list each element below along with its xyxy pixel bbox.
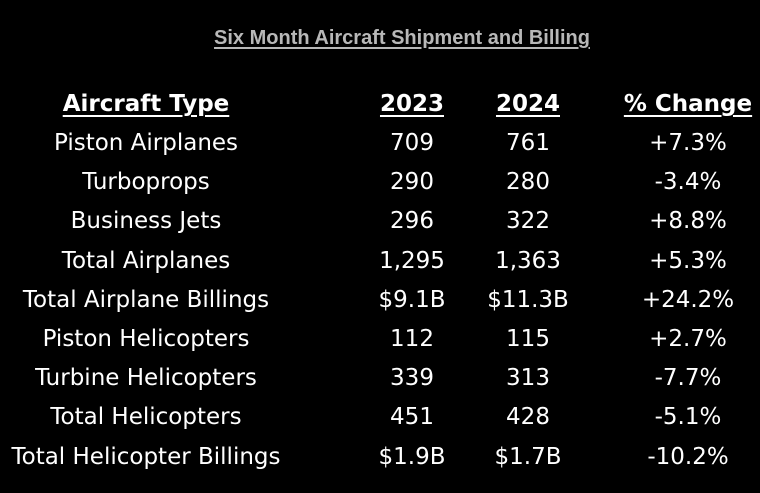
value-2023: 290 [390,169,434,196]
value-percent-change: +8.8% [649,208,727,235]
row-label: Total Helicopters [50,404,242,431]
value-2024: 1,363 [495,247,561,274]
value-2023: $9.1B [378,286,446,313]
value-2024: 313 [506,365,550,392]
value-2023: 112 [390,326,434,352]
row-label: Business Jets [70,208,222,235]
value-percent-change: +24.2% [641,286,735,313]
value-2023: 1,295 [379,247,445,274]
column-header-2024: 2024 [495,91,560,117]
value-2023: 451 [390,404,434,431]
value-2024: $1.7B [494,443,562,470]
value-2023: 339 [390,365,434,392]
value-percent-change: -5.1% [654,404,722,431]
value-2024: 761 [506,130,550,156]
row-label: Turboprops [82,169,210,196]
value-2023: 296 [390,208,434,235]
value-percent-change: -3.4% [654,169,722,196]
column-header-2023: 2023 [379,91,444,117]
value-percent-change: +2.7% [649,326,727,352]
column-header-percent-change: % Change [623,91,753,117]
value-2024: 322 [506,208,550,235]
value-2023: $1.9B [378,443,446,470]
row-label: Turbine Helicopters [35,365,257,392]
row-label: Total Airplane Billings [22,286,270,313]
column-header-aircraft-type: Aircraft Type [62,91,230,117]
row-label: Piston Airplanes [53,130,239,156]
value-2024: 280 [506,169,550,196]
row-label: Total Airplanes [61,247,231,274]
value-percent-change: +5.3% [649,247,727,274]
value-2024: 115 [506,326,550,352]
value-percent-change: +7.3% [649,130,727,156]
value-2024: 428 [506,404,550,431]
value-percent-change: -10.2% [647,443,729,470]
value-2024: $11.3B [487,286,569,313]
row-label: Piston Helicopters [42,326,250,352]
table-title: Six Month Aircraft Shipment and Billing [214,27,590,49]
row-label: Total Helicopter Billings [11,443,281,470]
value-2023: 709 [390,130,434,156]
value-percent-change: -7.7% [654,365,722,392]
